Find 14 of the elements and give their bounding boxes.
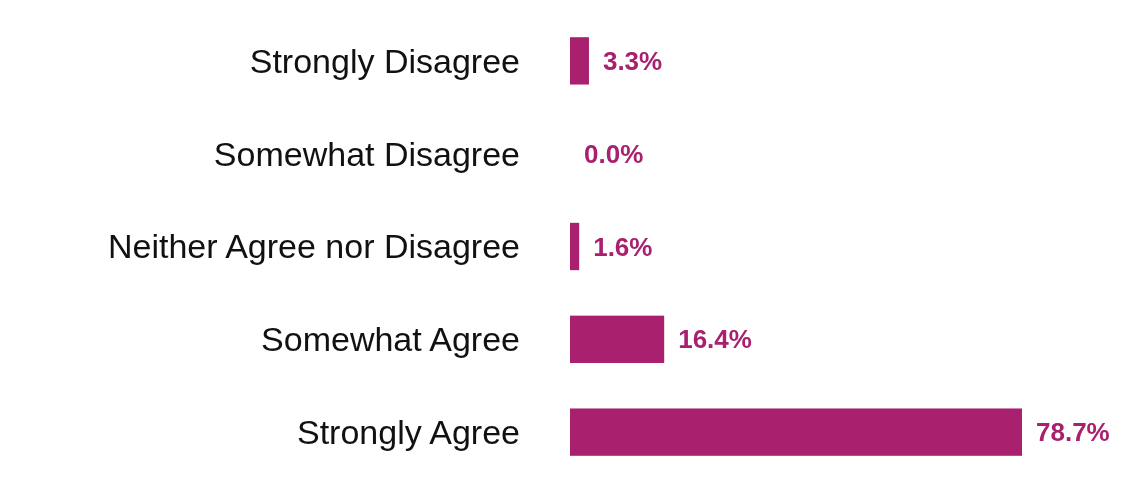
data-label: 78.7% bbox=[1036, 417, 1110, 448]
bar bbox=[570, 37, 589, 85]
y-tick-label: Somewhat Agree bbox=[261, 320, 520, 359]
bar bbox=[570, 315, 665, 363]
y-tick-label: Strongly Agree bbox=[296, 413, 520, 452]
y-tick-label: Somewhat Disagree bbox=[213, 134, 520, 173]
y-tick-label: Strongly Disagree bbox=[249, 41, 520, 80]
data-label: 16.4% bbox=[678, 324, 752, 355]
bar bbox=[570, 222, 580, 271]
bar bbox=[570, 408, 1022, 456]
data-label: 1.6% bbox=[593, 231, 653, 262]
y-tick-label: Neither Agree nor Disagree bbox=[107, 227, 520, 266]
data-label: 0.0% bbox=[584, 138, 644, 169]
data-label: 3.3% bbox=[602, 45, 663, 76]
